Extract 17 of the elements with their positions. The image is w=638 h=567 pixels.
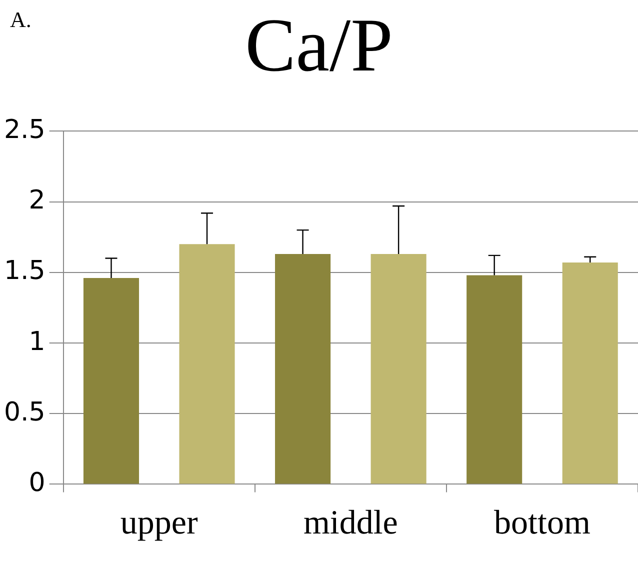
y-tick-label: 0 bbox=[28, 468, 46, 498]
bar bbox=[466, 275, 522, 484]
y-tick-label: 1.5 bbox=[4, 256, 46, 286]
chart-title: Ca/P bbox=[245, 4, 393, 88]
bar bbox=[179, 244, 235, 484]
y-tick-label: 1 bbox=[28, 326, 46, 357]
y-tick-label: 2.5 bbox=[4, 114, 46, 145]
x-tick-label: middle bbox=[303, 504, 398, 542]
bar bbox=[562, 262, 618, 484]
bar bbox=[370, 254, 426, 484]
y-tick-label: 0.5 bbox=[4, 397, 46, 428]
y-tick-label: 2 bbox=[28, 186, 46, 216]
bar bbox=[83, 278, 140, 484]
bar bbox=[275, 254, 331, 484]
text: A. bbox=[10, 6, 32, 32]
x-tick-label: upper bbox=[120, 504, 199, 542]
x-tick-label: bottom bbox=[494, 504, 590, 542]
